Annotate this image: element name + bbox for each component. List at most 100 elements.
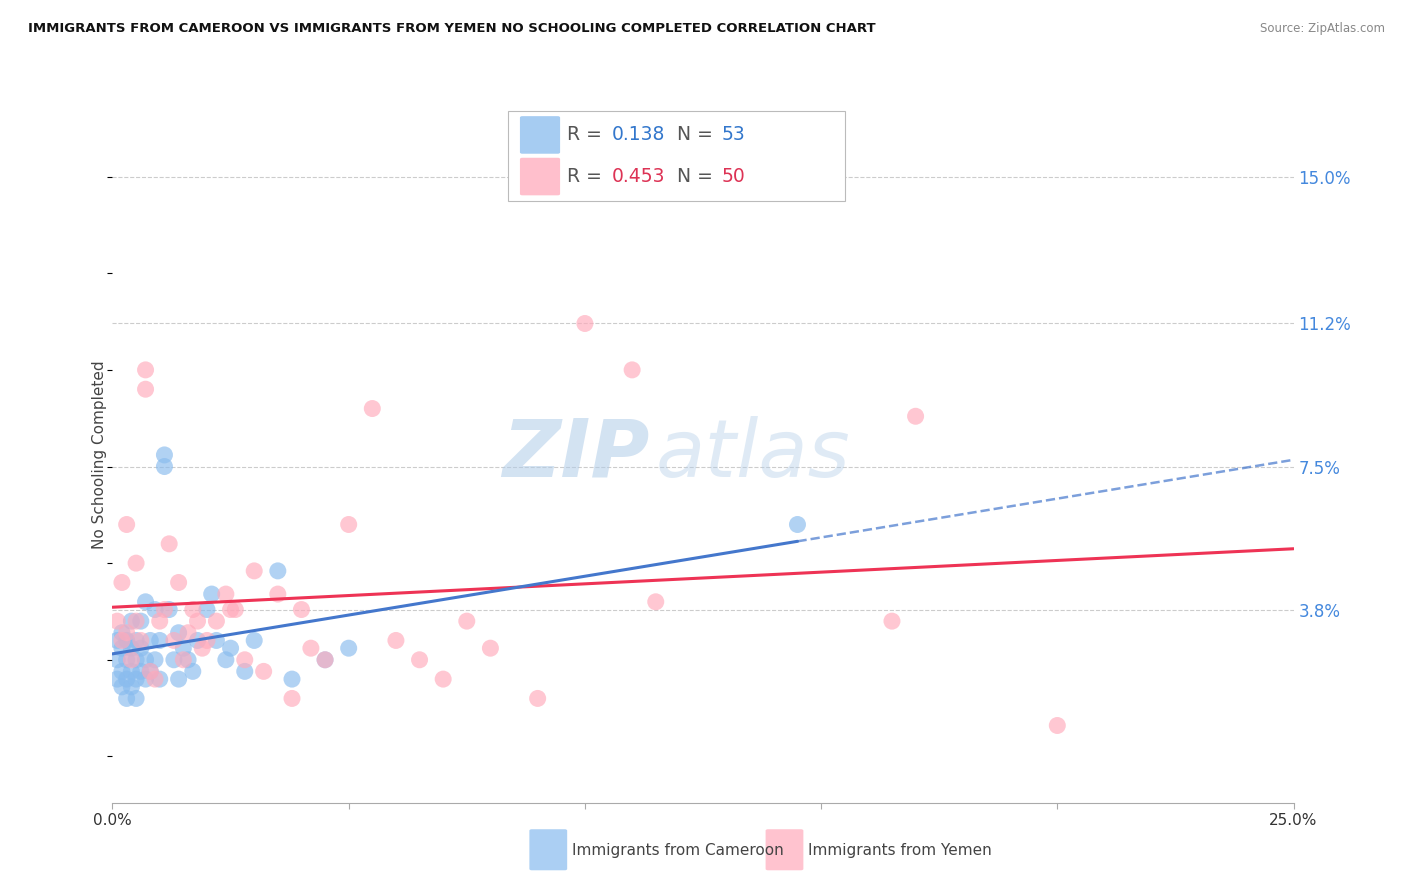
Point [139,633,162,648]
Point [163,633,186,648]
Point [143,653,166,667]
Point [243,633,266,648]
Point [135,653,157,667]
Text: ZIP: ZIP [502,416,650,494]
FancyBboxPatch shape [520,116,560,153]
Text: 0.138: 0.138 [612,126,665,145]
FancyBboxPatch shape [508,111,845,201]
Point [233,653,256,667]
Point [115,633,138,648]
Point [479,641,502,656]
Point [105,614,128,628]
Point [195,633,218,648]
Point [299,641,322,656]
Point [135,363,157,377]
Point [267,587,290,601]
Point [157,537,180,551]
Point [115,653,138,667]
Point [105,672,128,686]
Point [186,633,208,648]
Point [125,614,148,628]
Point [139,665,162,679]
Point [432,672,454,686]
Point [172,653,194,667]
Point [120,653,142,667]
Point [224,602,246,616]
Point [253,665,276,679]
Point [233,665,256,679]
Point [153,602,176,616]
Point [167,625,190,640]
Point [526,691,548,706]
Point [105,633,128,648]
FancyBboxPatch shape [520,158,560,195]
Point [337,517,360,532]
Point [120,614,142,628]
Point [143,602,166,616]
Text: R =: R = [567,167,607,186]
Point [195,602,218,616]
Point [125,691,148,706]
Point [243,564,266,578]
Text: atlas: atlas [655,416,851,494]
Point [385,633,408,648]
Point [337,641,360,656]
Point [135,382,157,396]
Point [149,614,172,628]
Point [215,653,238,667]
Point [163,653,186,667]
Point [111,575,134,590]
Point [129,641,152,656]
Point [135,595,157,609]
Point [1046,718,1069,732]
Point [115,517,138,532]
Point [172,641,194,656]
Point [314,653,336,667]
Point [181,602,204,616]
Point [281,691,304,706]
Point [574,317,596,331]
Text: 50: 50 [721,167,745,186]
Point [153,448,176,462]
Point [290,602,312,616]
Point [111,680,134,694]
Point [621,363,644,377]
Point [139,665,162,679]
Point [904,409,927,424]
Point [111,625,134,640]
Point [177,625,200,640]
Point [149,633,172,648]
Point [167,672,190,686]
Text: N =: N = [678,167,718,186]
Point [115,672,138,686]
Point [281,672,304,686]
Text: N =: N = [678,126,718,145]
Point [111,665,134,679]
Point [215,587,238,601]
Point [125,653,148,667]
Point [177,653,200,667]
Point [205,633,228,648]
Point [644,595,666,609]
Point [120,665,142,679]
Point [408,653,430,667]
Text: R =: R = [567,126,607,145]
Point [125,556,148,570]
Point [314,653,336,667]
Point [125,672,148,686]
Point [153,459,176,474]
Point [267,564,290,578]
Point [115,691,138,706]
Point [880,614,903,628]
Text: Immigrants from Yemen: Immigrants from Yemen [808,843,991,857]
Point [105,653,128,667]
Point [361,401,384,416]
Text: Source: ZipAtlas.com: Source: ZipAtlas.com [1260,22,1385,36]
Text: IMMIGRANTS FROM CAMEROON VS IMMIGRANTS FROM YEMEN NO SCHOOLING COMPLETED CORRELA: IMMIGRANTS FROM CAMEROON VS IMMIGRANTS F… [28,22,876,36]
Point [201,587,224,601]
Point [205,614,228,628]
Point [129,665,152,679]
Point [129,614,152,628]
Point [191,641,214,656]
Point [456,614,478,628]
